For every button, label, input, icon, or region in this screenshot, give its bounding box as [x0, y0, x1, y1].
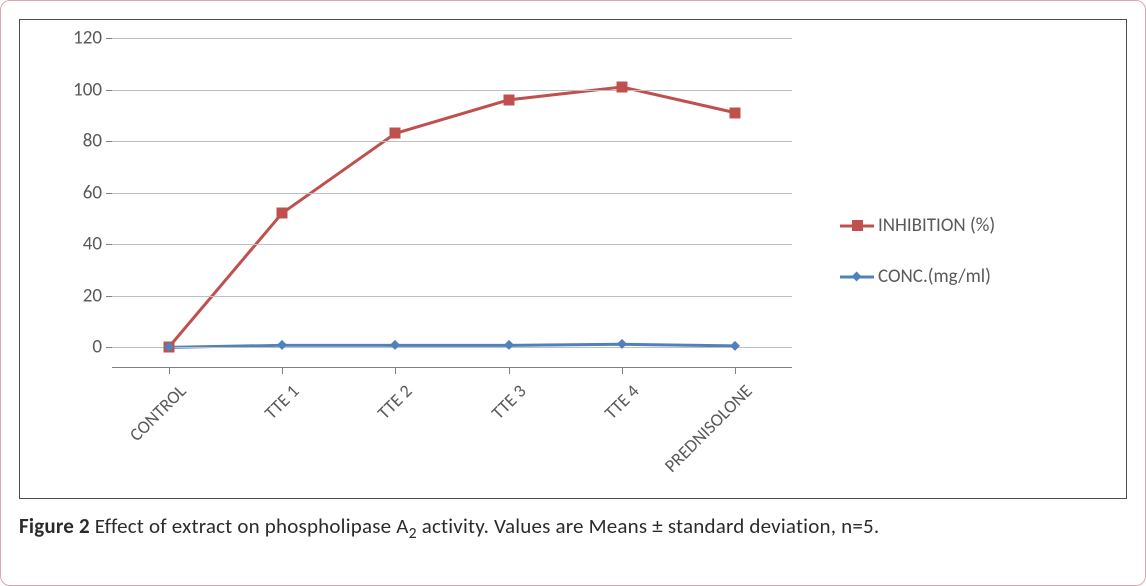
- legend-item: INHIBITION (%): [840, 214, 995, 237]
- y-tick-label: 80: [83, 130, 102, 153]
- figure-outer-frame: 0 20 40 60 80 100 120 CONTROL TTE 1 TTE 2 TTE 3 TTE…: [0, 0, 1146, 586]
- x-axis-line: [112, 367, 792, 368]
- y-tick-mark: [106, 90, 112, 91]
- y-tick-mark: [106, 347, 112, 348]
- x-tick-mark: [169, 368, 170, 374]
- series-marker: [503, 94, 514, 105]
- y-tick-label: 100: [73, 78, 102, 101]
- series-marker: [617, 81, 628, 92]
- gridline: [112, 38, 792, 39]
- caption-prefix: Figure 2: [19, 513, 90, 539]
- caption-text-2: activity. Values are Means ± standard de…: [417, 513, 880, 539]
- x-tick-mark: [622, 368, 623, 374]
- x-tick-mark: [509, 368, 510, 374]
- legend-marker: [852, 271, 862, 281]
- series-marker: [390, 128, 401, 139]
- chart-frame: 0 20 40 60 80 100 120 CONTROL TTE 1 TTE 2 TTE 3 TTE…: [19, 19, 1127, 499]
- y-tick-mark: [106, 244, 112, 245]
- y-tick-label: 0: [92, 336, 102, 359]
- y-tick-label: 120: [73, 27, 102, 50]
- legend-label: INHIBITION (%): [878, 214, 995, 237]
- x-tick-label: TTE 2: [373, 380, 417, 424]
- x-tick-label: PREDNISOLONE: [660, 380, 757, 477]
- figure-caption: Figure 2 Effect of extract on phospholip…: [19, 513, 1127, 543]
- caption-subscript: 2: [409, 524, 417, 543]
- gridline: [112, 90, 792, 91]
- gridline: [112, 347, 792, 348]
- series-lines: [112, 38, 792, 368]
- y-tick-mark: [106, 296, 112, 297]
- legend-marker: [852, 220, 863, 231]
- x-tick-mark: [735, 368, 736, 374]
- gridline: [112, 141, 792, 142]
- x-tick-label: TTE 1: [260, 380, 304, 424]
- x-tick-label: CONTROL: [125, 380, 191, 446]
- x-tick-label: TTE 4: [600, 380, 644, 424]
- y-tick-label: 20: [83, 284, 102, 307]
- series-line: [169, 87, 736, 347]
- series-marker: [277, 208, 288, 219]
- legend: INHIBITION (%) CONC.(mg/ml): [840, 214, 995, 288]
- x-tick-mark: [282, 368, 283, 374]
- y-tick-mark: [106, 193, 112, 194]
- gridline: [112, 296, 792, 297]
- y-tick-mark: [106, 141, 112, 142]
- series-marker: [730, 107, 741, 118]
- gridline: [112, 193, 792, 194]
- y-tick-label: 60: [83, 181, 102, 204]
- legend-item: CONC.(mg/ml): [840, 265, 995, 288]
- y-tick-mark: [106, 38, 112, 39]
- legend-label: CONC.(mg/ml): [878, 265, 991, 288]
- gridline: [112, 244, 792, 245]
- y-tick-label: 40: [83, 233, 102, 256]
- x-tick-mark: [395, 368, 396, 374]
- x-tick-label: TTE 3: [487, 380, 531, 424]
- plot-area: 020406080100120CONTROLTTE 1TTE 2TTE 3TTE…: [112, 38, 792, 368]
- caption-text-1: Effect of extract on phospholipase A: [90, 513, 409, 539]
